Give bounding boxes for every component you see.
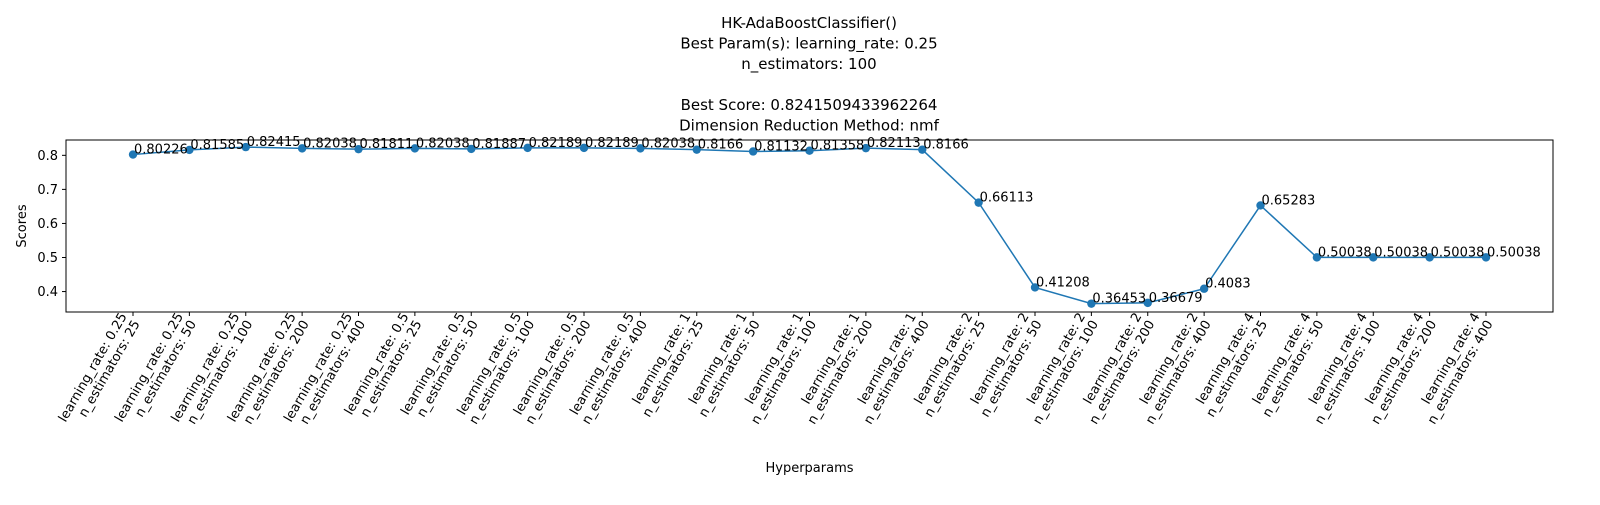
data-point: [1312, 253, 1322, 262]
data-label: 0.36453: [1092, 292, 1146, 307]
data-label: 0.82038: [416, 136, 470, 151]
data-label: 0.50038: [1487, 245, 1541, 260]
data-point: [861, 143, 871, 153]
data-point: [636, 144, 645, 153]
data-point: [241, 142, 250, 152]
data-label: 0.66113: [980, 191, 1034, 206]
title-line: HK-AdaBoostClassifier(): [721, 14, 897, 32]
chart-title: HK-AdaBoostClassifier() Best Param(s): le…: [679, 14, 939, 135]
x-axis-ticks: learning_rate: 0.25n_estimators: 25learn…: [56, 311, 1497, 428]
data-point: [1030, 283, 1040, 292]
data-label: 0.81887: [472, 137, 526, 152]
plot-area: [65, 139, 1554, 313]
data-point: [1369, 253, 1378, 262]
data-label: 0.81585: [190, 138, 244, 153]
data-point: [918, 145, 927, 154]
title-line: Dimension Reduction Method: nmf: [679, 117, 939, 135]
data-point: [1199, 284, 1209, 293]
data-point: [523, 143, 532, 153]
data-point: [1425, 253, 1434, 262]
data-label: 0.50038: [1374, 245, 1428, 260]
data-point: [579, 143, 589, 153]
data-point: [297, 144, 307, 153]
data-point: [1143, 298, 1152, 308]
data-point: [1256, 201, 1265, 210]
data-label: 0.81358: [811, 139, 865, 154]
y-tick-label: 0.5: [37, 251, 58, 266]
data-label: 0.8166: [923, 138, 969, 153]
data-label: 0.50038: [1318, 245, 1372, 260]
data-point: [805, 146, 814, 155]
data-point: [354, 144, 363, 154]
data-label: 0.41208: [1036, 275, 1090, 290]
data-label: 0.81132: [754, 139, 808, 154]
data-label: 0.82038: [641, 136, 695, 151]
data-label: 0.65283: [1262, 193, 1316, 208]
data-point: [974, 198, 983, 207]
data-label: 0.82038: [303, 136, 357, 151]
y-axis-label: Scores: [15, 204, 30, 247]
data-point: [1481, 253, 1491, 262]
data-label: 0.82415: [247, 135, 301, 150]
data-point: [1087, 299, 1096, 308]
data-point: [185, 145, 194, 155]
y-tick-label: 0.7: [37, 183, 58, 198]
data-label: 0.82189: [585, 136, 639, 151]
series-scores: [128, 142, 1491, 308]
data-label: 0.80226: [134, 143, 188, 158]
data-point: [410, 144, 420, 153]
data-point: [467, 144, 476, 154]
data-label: 0.36679: [1149, 291, 1203, 306]
data-label: 0.8166: [698, 138, 744, 153]
y-tick-label: 0.6: [37, 217, 58, 232]
title-line: n_estimators: 100: [741, 55, 876, 74]
data-point: [748, 147, 758, 156]
data-label: 0.50038: [1431, 245, 1485, 260]
x-axis-label: Hyperparams: [765, 461, 853, 476]
y-tick-label: 0.4: [37, 285, 58, 300]
y-axis-ticks: 0.4 0.5 0.6 0.7 0.8: [37, 149, 66, 300]
data-labels: 0.80226 0.81585 0.82415 0.82038 0.81811 0.820…: [134, 135, 1541, 307]
data-point: [692, 145, 701, 154]
data-label: 0.4083: [1205, 277, 1251, 292]
y-tick-label: 0.8: [37, 149, 58, 164]
data-point: [128, 150, 138, 159]
title-line: Best Param(s): learning_rate: 0.25: [680, 35, 937, 54]
title-line: Best Score: 0.8241509433962264: [681, 96, 938, 114]
series-line: [132, 146, 1486, 305]
data-label: 0.82189: [529, 136, 583, 151]
data-label: 0.82113: [867, 136, 921, 151]
data-label: 0.81811: [360, 137, 414, 152]
